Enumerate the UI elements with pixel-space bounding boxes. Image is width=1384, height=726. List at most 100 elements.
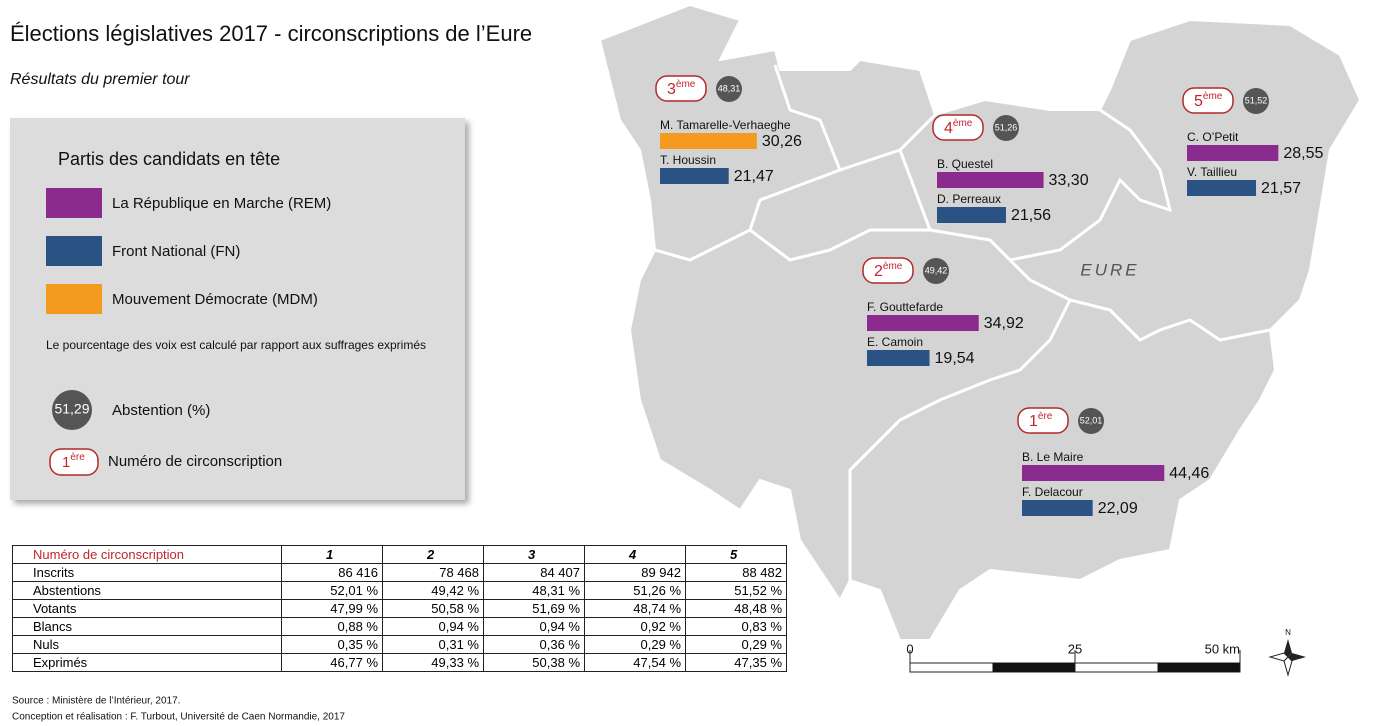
- table-cell: 48,48 %: [685, 599, 787, 618]
- table-cell: 51,69 %: [483, 599, 585, 618]
- vote-bar: [660, 133, 757, 149]
- department-label: EURE: [1080, 260, 1139, 279]
- scale-bar-segment: [992, 663, 1075, 672]
- table-cell: Abstentions: [12, 581, 282, 600]
- table-row: Exprimés 46,77 % 49,33 % 50,38 % 47,54 % 47,3…: [12, 653, 787, 672]
- table-cell: 46,77 %: [281, 653, 383, 672]
- district-number-suffix: ème: [1203, 91, 1223, 102]
- scale-tick-label: 50 km: [1205, 641, 1240, 656]
- table-cell: 51,52 %: [685, 581, 787, 600]
- district-number-digit: 5: [1194, 93, 1203, 110]
- circ-label: Numéro de circonscription: [108, 453, 282, 470]
- table-cell: 48,74 %: [584, 599, 686, 618]
- abstention-example: 51,29: [54, 401, 89, 417]
- table-cell: 49,42 %: [382, 581, 484, 600]
- title: Élections législatives 2017 - circonscri…: [10, 21, 532, 46]
- abstention-circle: [923, 258, 949, 284]
- party-swatch: [46, 284, 102, 314]
- district-badge: [655, 75, 707, 102]
- table-cell: Blancs: [12, 617, 282, 636]
- party-label: Mouvement Démocrate (MDM): [112, 291, 318, 308]
- abstention-value: 51,52: [1245, 95, 1268, 105]
- district-number-digit: 3: [667, 81, 676, 98]
- vote-value: 28,55: [1283, 145, 1323, 162]
- vote-value: 19,54: [935, 350, 975, 367]
- candidate-name: C. O’Petit: [1187, 130, 1239, 144]
- vote-bar: [1022, 500, 1093, 516]
- table-cell: 5: [685, 545, 787, 564]
- party-label: La République en Marche (REM): [112, 195, 331, 212]
- district-number: 2ème: [874, 261, 903, 281]
- abstention-value: 52,01: [1080, 415, 1103, 425]
- table-cell: 0,29 %: [685, 635, 787, 654]
- table-cell: Votants: [12, 599, 282, 618]
- candidate-name: E. Camoin: [867, 335, 923, 349]
- table-cell: 52,01 %: [281, 581, 383, 600]
- table-cell: 50,38 %: [483, 653, 585, 672]
- table-cell: 0,92 %: [584, 617, 686, 636]
- table-cell: 0,94 %: [382, 617, 484, 636]
- table-cell: 0,29 %: [584, 635, 686, 654]
- vote-value: 21,47: [734, 168, 774, 185]
- candidate-name: V. Taillieu: [1187, 165, 1237, 179]
- vote-value: 33,30: [1049, 172, 1089, 189]
- party-swatch: [46, 188, 102, 218]
- table-cell: 0,83 %: [685, 617, 787, 636]
- district-badge: [1182, 87, 1234, 114]
- vote-value: 44,46: [1169, 465, 1209, 482]
- vote-bar: [1187, 145, 1279, 161]
- table-cell: 0,94 %: [483, 617, 585, 636]
- department-shape: [598, 3, 1362, 641]
- abstention-value: 49,42: [925, 265, 948, 275]
- district-number-suffix: ère: [1038, 411, 1053, 422]
- district-number: 5ème: [1194, 91, 1223, 111]
- table-cell: 47,35 %: [685, 653, 787, 672]
- vote-value: 22,09: [1098, 500, 1138, 517]
- circ-example: 1ère: [62, 452, 85, 471]
- table-cell: 50,58 %: [382, 599, 484, 618]
- table-cell: 0,35 %: [281, 635, 383, 654]
- table-cell: 0,31 %: [382, 635, 484, 654]
- legend-heading: Partis des candidats en tête: [58, 149, 280, 169]
- table-cell: 49,33 %: [382, 653, 484, 672]
- district-number-digit: 2: [874, 263, 883, 280]
- credits: Conception et réalisation : F. Turbout, …: [12, 712, 345, 723]
- district-badge: [1017, 407, 1069, 434]
- vote-bar: [867, 315, 979, 331]
- party-swatch: [46, 236, 102, 266]
- district-number-suffix: ème: [676, 79, 696, 90]
- table-cell: Numéro de circonscription: [12, 545, 282, 564]
- vote-value: 21,56: [1011, 207, 1051, 224]
- candidate-name: F. Delacour: [1022, 485, 1083, 499]
- vote-bar: [937, 172, 1044, 188]
- district-number: 1ère: [1029, 411, 1053, 431]
- legend-note: Le pourcentage des voix est calculé par …: [46, 338, 426, 352]
- table-cell: 0,36 %: [483, 635, 585, 654]
- district-borders: [654, 64, 1271, 580]
- district-number-digit: 4: [944, 120, 953, 137]
- table-cell: Exprimés: [12, 653, 282, 672]
- north-arrow: [1268, 639, 1306, 677]
- table-cell: 88 482: [685, 563, 787, 582]
- table-row: Abstentions 52,01 % 49,42 % 48,31 % 51,26 % 5…: [12, 581, 787, 600]
- abstention-symbol: [52, 390, 92, 430]
- vote-value: 30,26: [762, 133, 802, 150]
- district-badge: [862, 257, 914, 284]
- table-header: Numéro de circonscription 1 2 3 4 5: [12, 545, 787, 564]
- table-cell: 86 416: [281, 563, 383, 582]
- party-label: Front National (FN): [112, 243, 240, 260]
- table-cell: 78 468: [382, 563, 484, 582]
- table-row: Blancs 0,88 % 0,94 % 0,94 % 0,92 % 0,83 %: [12, 617, 787, 636]
- table-cell: 48,31 %: [483, 581, 585, 600]
- subtitle: Résultats du premier tour: [10, 71, 190, 88]
- scale-tick-label: 0: [906, 641, 913, 656]
- scale-tick-label: 25: [1068, 641, 1082, 656]
- candidate-name: D. Perreaux: [937, 192, 1001, 206]
- table-cell: 47,99 %: [281, 599, 383, 618]
- candidate-name: M. Tamarelle-Verhaeghe: [660, 118, 791, 132]
- candidate-name: B. Questel: [937, 157, 993, 171]
- abstention-value: 48,31: [718, 83, 741, 93]
- district-number-digit: 1: [1029, 413, 1038, 430]
- abstention-circle: [716, 76, 742, 102]
